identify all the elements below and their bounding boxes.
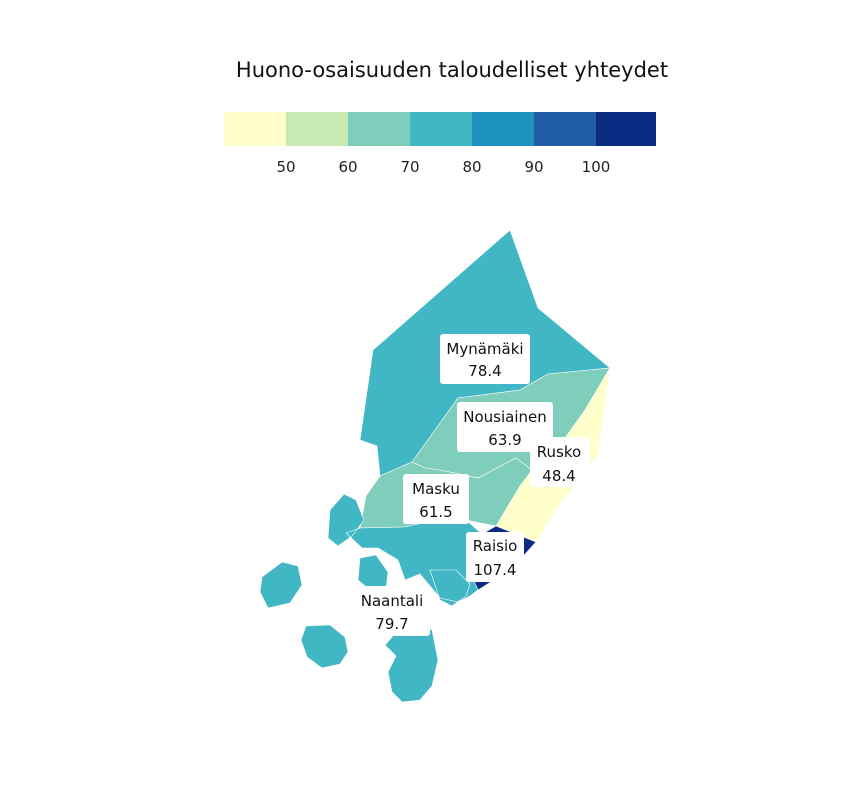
legend-swatch-4	[472, 112, 534, 146]
label-masku: Masku 61.5	[403, 474, 469, 524]
label-box	[403, 474, 469, 524]
label-value: 107.4	[474, 561, 517, 579]
label-name: Raisio	[473, 537, 518, 555]
legend-swatch-5	[534, 112, 596, 146]
legend-swatch-6	[596, 112, 656, 146]
legend-swatch-2	[348, 112, 410, 146]
label-value: 63.9	[488, 431, 521, 449]
label-name: Masku	[412, 480, 460, 498]
legend-tick-label: 60	[338, 158, 357, 176]
label-box	[530, 437, 590, 487]
legend-tick-label: 80	[462, 158, 481, 176]
label-value: 79.7	[375, 615, 408, 633]
legend-tick-label: 100	[582, 158, 611, 176]
legend-tick-label: 90	[524, 158, 543, 176]
label-box	[457, 402, 553, 452]
legend-tick-label: 50	[276, 158, 295, 176]
label-box	[440, 334, 530, 384]
legend-swatch-0	[224, 112, 286, 146]
legend: 50 60 70 80 90 100	[224, 112, 656, 176]
label-name: Naantali	[361, 592, 424, 610]
label-value: 78.4	[468, 362, 501, 380]
legend-tick-label: 70	[400, 158, 419, 176]
map-title: Huono-osaisuuden taloudelliset yhteydet	[236, 58, 668, 82]
region-labels: Mynämäki 78.4 Nousiainen 63.9 Rusko 48.4…	[356, 334, 590, 636]
label-value: 61.5	[419, 503, 452, 521]
legend-swatch-3	[410, 112, 472, 146]
label-mynamaki: Mynämäki 78.4	[440, 334, 530, 384]
label-box	[356, 586, 430, 636]
label-raisio: Raisio 107.4	[466, 532, 524, 582]
label-value: 48.4	[542, 467, 575, 485]
label-name: Rusko	[537, 443, 581, 461]
label-box	[466, 532, 524, 582]
label-rusko: Rusko 48.4	[530, 437, 590, 487]
label-naantali: Naantali 79.7	[356, 586, 430, 636]
label-name: Nousiainen	[463, 408, 547, 426]
label-name: Mynämäki	[446, 340, 523, 358]
label-nousiainen: Nousiainen 63.9	[457, 402, 553, 452]
legend-swatch-1	[286, 112, 348, 146]
